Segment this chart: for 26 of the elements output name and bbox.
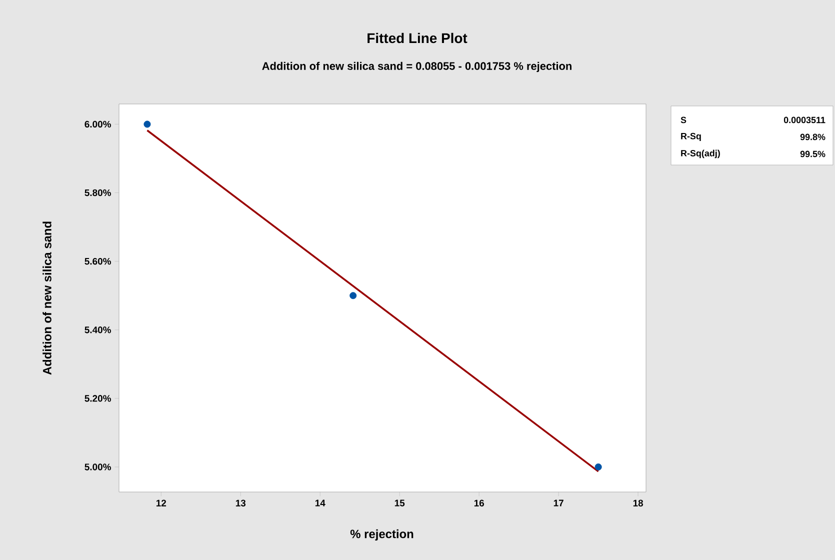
point: [144, 120, 151, 128]
text: R-Sq: [681, 132, 701, 142]
x-tick-label: 12: [156, 500, 166, 506]
y-tick-label: 5.00%: [84, 464, 111, 470]
y-tick-label: 6.00%: [84, 120, 111, 128]
y-tick-label: 5.60%: [84, 258, 111, 265]
y-tick-label: 5.40%: [84, 326, 111, 334]
text: 99.8%: [800, 134, 826, 140]
chart-title: Fitted Line Plot: [368, 32, 468, 44]
x-tick-label: 16: [474, 500, 484, 506]
x-tick-label: 13: [236, 500, 246, 506]
y-tick-label: 5.80%: [84, 189, 111, 196]
x-tick-label: 14: [315, 500, 326, 506]
x-tick-label: 18: [633, 500, 644, 506]
text: S: [680, 116, 686, 124]
text: 0.0003511: [784, 116, 826, 124]
text: 99.5%: [800, 150, 826, 158]
point: [594, 463, 602, 470]
chart-subtitle: Addition of new silica sand = 0.08055 - 0.001753 % rejection: [262, 62, 572, 72]
text: R-Sq(adj): [681, 150, 720, 158]
y-axis-title: Addition of new silica sand: [42, 222, 52, 375]
x-tick-label: 17: [554, 500, 564, 506]
x-tick-label: 15: [394, 500, 405, 506]
point: [350, 292, 357, 300]
y-tick-label: 5.20%: [84, 395, 111, 402]
x-axis-title: % rejection: [350, 529, 414, 541]
